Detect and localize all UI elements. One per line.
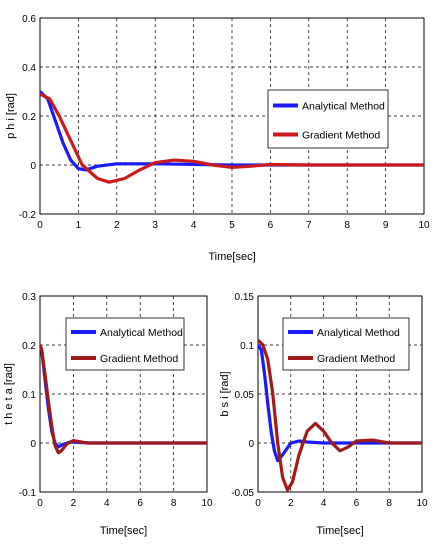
x-tick-label: 2 <box>288 498 294 509</box>
x-tick-label: 4 <box>321 498 327 509</box>
y-tick-label: 0.1 <box>22 390 36 401</box>
legend: Analytical Method Gradient Method <box>65 317 185 371</box>
y-tick-label: 0.2 <box>22 341 36 352</box>
series-line-analytical <box>40 90 424 172</box>
x-tick-label: 7 <box>306 220 312 231</box>
y-axis-label: p h i [rad] <box>5 93 17 139</box>
plot-frame <box>39 17 425 215</box>
x-tick-label: 9 <box>383 220 389 231</box>
x-tick-label: 0 <box>255 498 261 509</box>
plot-frame <box>39 295 208 493</box>
x-tick-label: 6 <box>354 498 360 509</box>
y-axis-label: t h e t a [rad] <box>3 363 15 425</box>
legend: Analytical Method Gradient Method <box>282 317 410 371</box>
x-tick-label: 3 <box>152 220 158 231</box>
y-tick-label: 0.15 <box>235 292 255 303</box>
x-tick-label: 6 <box>268 220 274 231</box>
x-tick-label: 6 <box>137 498 143 509</box>
legend-entry: Analytical Method <box>100 327 183 339</box>
legend-box <box>65 317 185 371</box>
x-tick-label: 4 <box>191 220 197 231</box>
plot-frame <box>257 295 423 493</box>
legend-box <box>267 89 389 149</box>
x-tick-label: 8 <box>386 498 392 509</box>
legend-box <box>282 317 410 371</box>
y-tick-label: 0.3 <box>22 292 36 303</box>
y-tick-label: 0.4 <box>22 63 36 74</box>
x-tick-label: 0 <box>37 220 43 231</box>
x-tick-label: 5 <box>229 220 235 231</box>
x-tick-label: 8 <box>344 220 350 231</box>
x-tick-label: 2 <box>71 498 77 509</box>
y-tick-label: 0.2 <box>22 112 36 123</box>
legend-entry: Gradient Method <box>317 353 395 365</box>
x-axis-label: Time[sec] <box>100 525 147 537</box>
y-tick-label: 0.6 <box>22 14 36 25</box>
x-tick-label: 2 <box>114 220 120 231</box>
y-tick-label: 0 <box>248 439 254 450</box>
series-line-analytical <box>258 344 422 463</box>
x-tick-label: 4 <box>104 498 110 509</box>
y-tick-label: 0 <box>30 439 36 450</box>
x-tick-label: 10 <box>416 498 428 509</box>
x-tick-label: 0 <box>37 498 43 509</box>
y-tick-label: 0 <box>30 161 36 172</box>
y-tick-label: -0.2 <box>19 210 37 221</box>
legend-entry: Gradient Method <box>100 353 178 365</box>
legend-entry: Analytical Method <box>302 101 385 113</box>
legend-entry: Gradient Method <box>302 130 380 142</box>
y-tick-label: 0.1 <box>240 341 254 352</box>
x-tick-label: 1 <box>76 220 82 231</box>
y-axis-label: b s i [rad] <box>219 371 231 416</box>
series-line-gradient <box>258 338 422 492</box>
legend-entry: Analytical Method <box>317 327 400 339</box>
x-tick-label: 8 <box>171 498 177 509</box>
series-line-gradient <box>40 344 207 455</box>
x-axis-label: Time[sec] <box>316 525 363 537</box>
y-tick-label: 0.05 <box>235 390 255 401</box>
legend: Analytical Method Gradient Method <box>267 89 389 149</box>
series-line-gradient <box>40 92 424 184</box>
x-tick-label: 10 <box>201 498 213 509</box>
y-tick-label: -0.05 <box>231 488 254 499</box>
x-tick-label: 10 <box>418 220 430 231</box>
x-axis-label: Time[sec] <box>208 251 255 263</box>
y-tick-label: -0.1 <box>19 488 37 499</box>
